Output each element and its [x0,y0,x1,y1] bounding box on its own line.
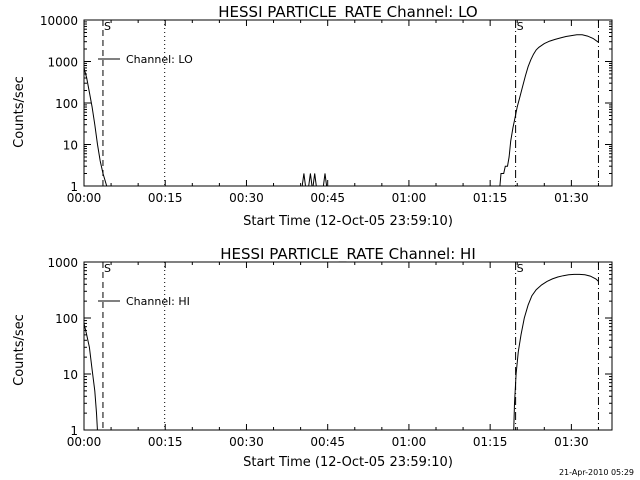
lo-y-tick-label: 10 [63,139,78,153]
lo-legend-label: Channel: LO [126,53,193,66]
lo-y-tick-label: 1 [70,180,78,194]
lo-plot-frame [83,19,613,187]
lo-y-axis-label: Counts/sec [12,76,27,148]
hi-x-tick-label: 01:15 [473,435,508,449]
hi-chart-title: HESSI PARTICLE_RATE Channel: HI [220,245,476,264]
lo-x-tick-label: 00:45 [310,191,345,205]
hi-marker-label: S [517,262,524,275]
hi-plot-frame [83,261,613,431]
lo-chart-title: HESSI PARTICLE_RATE Channel: LO [218,3,477,22]
hi-series-line [84,273,599,430]
hi-x-tick-label: 00:00 [67,435,102,449]
lo-marker-label: S [104,20,111,33]
hi-channel-panel: HESSI PARTICLE_RATE Channel: HI Counts/s… [12,245,613,470]
hi-x-tick-label: 01:00 [392,435,427,449]
hi-x-tick-label: 00:15 [148,435,183,449]
lo-x-tick-label: 01:30 [554,191,589,205]
lo-series-line [84,34,599,186]
lo-x-axis-label: Start Time (12-Oct-05 23:59:10) [243,214,453,229]
lo-x-tick-label: 00:15 [148,191,183,205]
lo-channel-panel: HESSI PARTICLE_RATE Channel: LO Counts/s… [12,3,613,229]
hi-y-tick-label: 10 [63,368,78,382]
hi-y-tick-label: 1 [70,424,78,438]
hi-x-tick-label: 00:30 [229,435,264,449]
hi-y-tick-label: 1000 [47,256,78,270]
footer-timestamp: 21-Apr-2010 05:29 [559,468,634,477]
lo-y-tick-label: 100 [55,97,78,111]
lo-x-tick-label: 01:15 [473,191,508,205]
hi-x-tick-label: 01:30 [554,435,589,449]
hi-x-axis-label: Start Time (12-Oct-05 23:59:10) [243,455,453,470]
hi-legend-label: Channel: HI [126,295,190,308]
hi-y-tick-label: 100 [55,312,78,326]
hi-y-axis-label: Counts/sec [12,314,27,386]
lo-y-tick-label: 10000 [40,14,78,28]
lo-x-tick-label: 00:30 [229,191,264,205]
hi-marker-label: S [104,262,111,275]
hi-x-tick-label: 00:45 [310,435,345,449]
lo-x-tick-label: 00:00 [67,191,102,205]
lo-marker-label: S [517,20,524,33]
lo-y-tick-label: 1000 [47,56,78,70]
lo-x-tick-label: 01:00 [392,191,427,205]
